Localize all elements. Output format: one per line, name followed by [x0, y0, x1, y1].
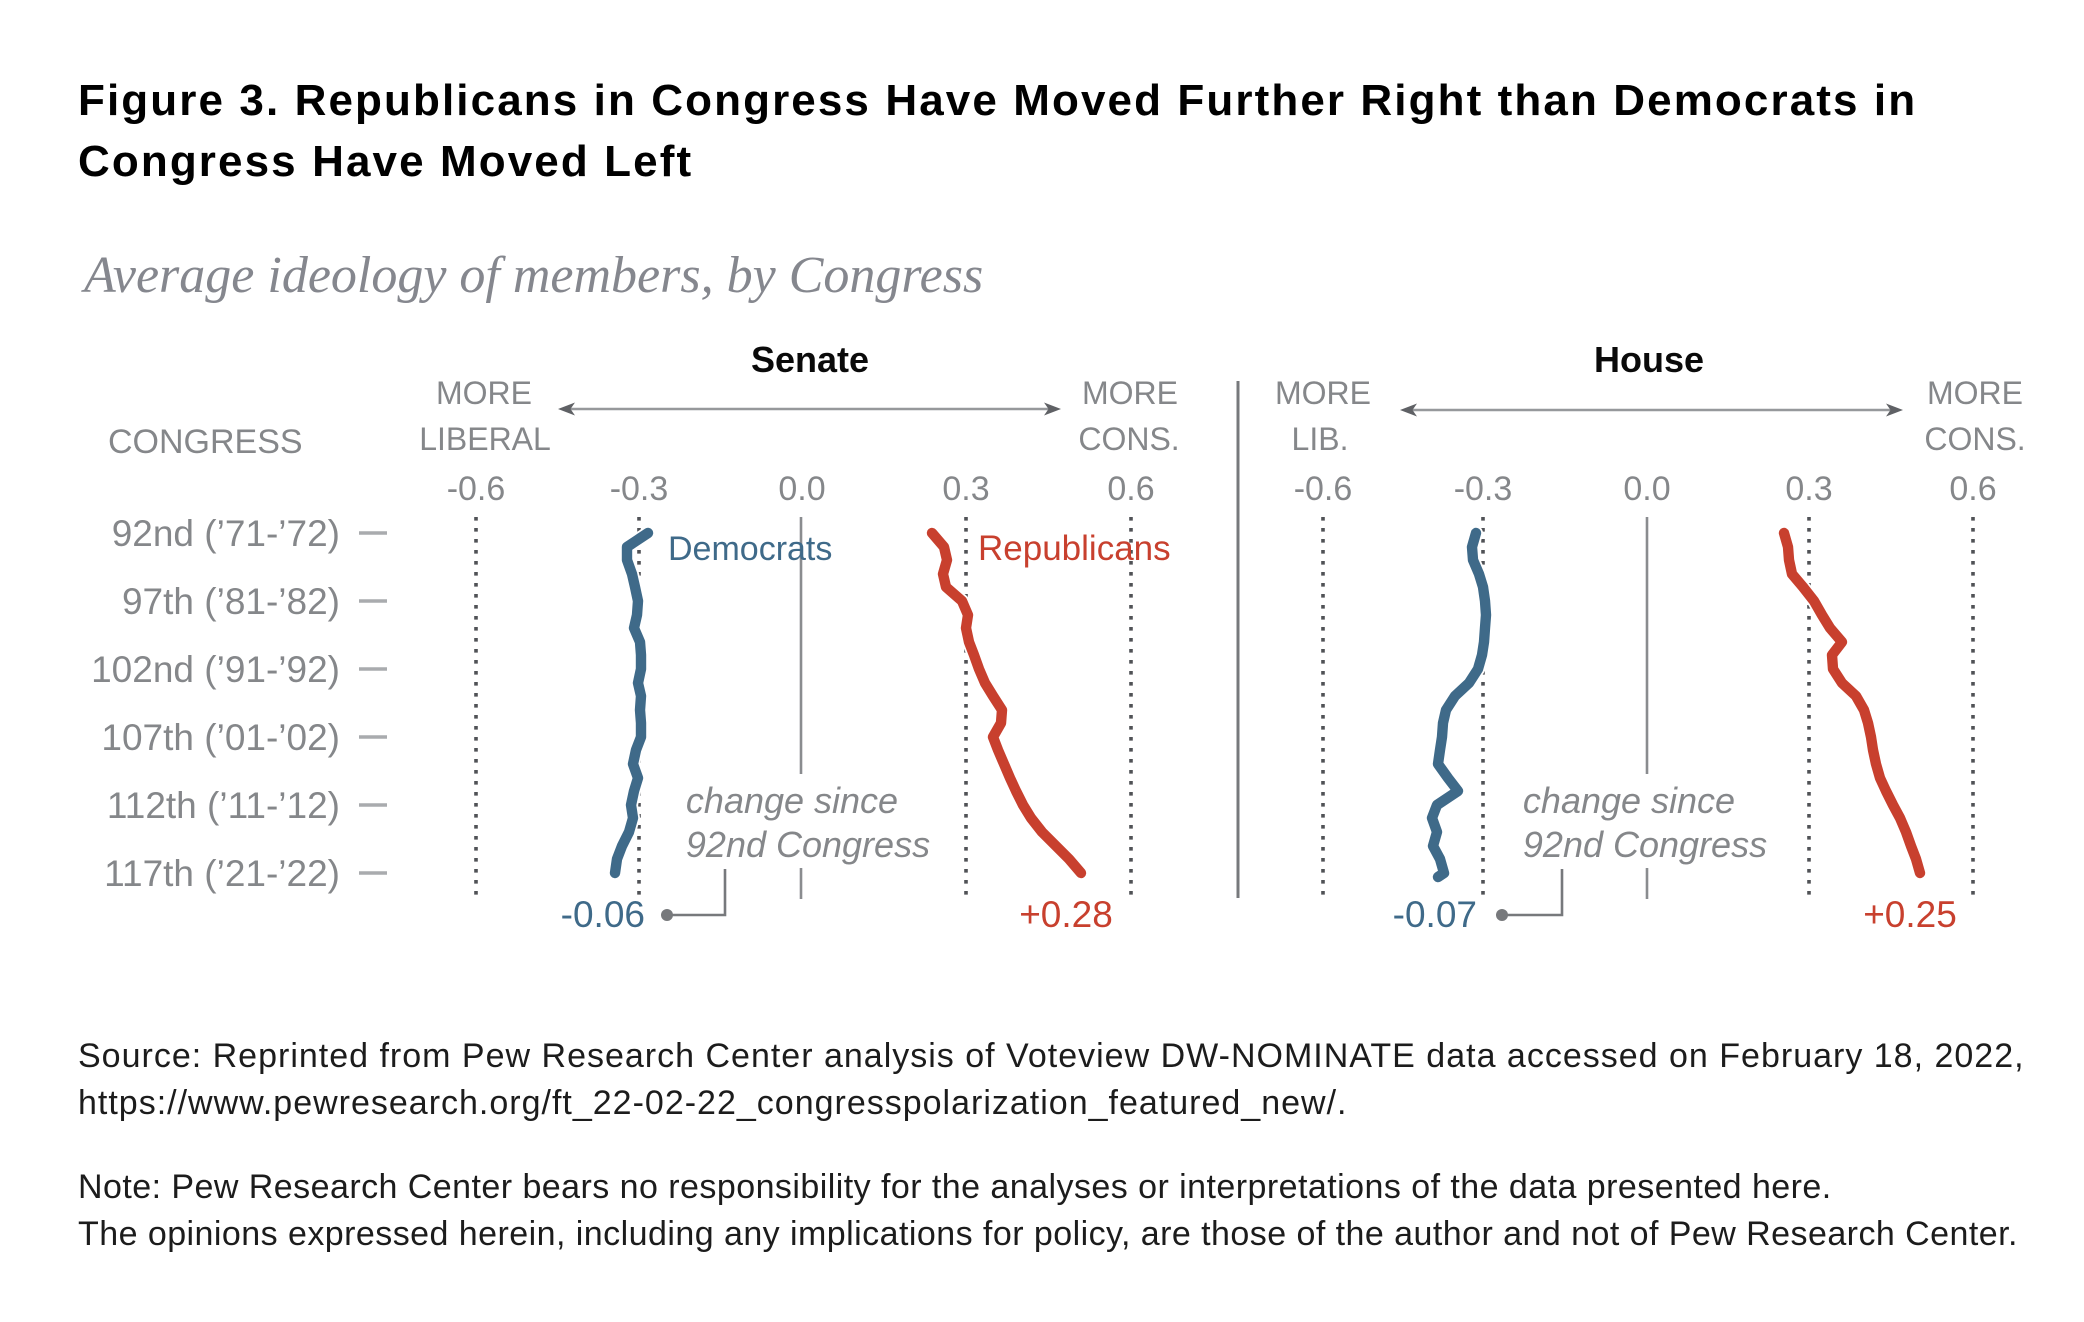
svg-text:92nd Congress: 92nd Congress: [1523, 824, 1767, 865]
svg-text:-0.6: -0.6: [1294, 470, 1353, 508]
svg-text:change since: change since: [686, 780, 898, 821]
svg-text:+0.28: +0.28: [1019, 894, 1113, 935]
svg-text:0.0: 0.0: [778, 470, 825, 508]
svg-text:-0.07: -0.07: [1393, 894, 1477, 935]
svg-text:-0.3: -0.3: [1454, 470, 1513, 508]
svg-text:-0.6: -0.6: [447, 470, 506, 508]
svg-text:102nd (’91-’92): 102nd (’91-’92): [91, 649, 340, 690]
svg-text:92nd (’71-’72): 92nd (’71-’72): [112, 513, 340, 554]
svg-text:change since: change since: [1523, 780, 1735, 821]
svg-text:117th (’21-’22): 117th (’21-’22): [104, 853, 340, 894]
svg-text:0.3: 0.3: [942, 470, 989, 508]
svg-text:MORE: MORE: [1082, 375, 1178, 411]
svg-text:LIB.: LIB.: [1292, 421, 1349, 457]
svg-text:MORE: MORE: [1927, 375, 2023, 411]
svg-text:-0.3: -0.3: [610, 470, 669, 508]
svg-text:House: House: [1594, 339, 1704, 380]
svg-text:MORE: MORE: [436, 375, 532, 411]
svg-text:107th (’01-’02): 107th (’01-’02): [101, 717, 340, 758]
svg-text:0.6: 0.6: [1949, 470, 1996, 508]
svg-text:+0.25: +0.25: [1863, 894, 1957, 935]
svg-text:0.6: 0.6: [1107, 470, 1154, 508]
svg-text:CONS.: CONS.: [1924, 421, 2025, 457]
svg-text:0.3: 0.3: [1785, 470, 1832, 508]
svg-text:112th (’11-’12): 112th (’11-’12): [107, 785, 340, 826]
svg-text:CONS.: CONS.: [1078, 421, 1179, 457]
svg-text:0.0: 0.0: [1623, 470, 1670, 508]
svg-text:LIBERAL: LIBERAL: [419, 421, 551, 457]
svg-text:Democrats: Democrats: [668, 530, 832, 568]
svg-text:Republicans: Republicans: [978, 529, 1171, 568]
svg-text:-0.06: -0.06: [561, 894, 645, 935]
svg-text:92nd Congress: 92nd Congress: [686, 824, 930, 865]
svg-text:CONGRESS: CONGRESS: [108, 423, 303, 461]
svg-text:MORE: MORE: [1275, 375, 1371, 411]
svg-text:Senate: Senate: [751, 339, 869, 380]
svg-text:97th (’81-’82): 97th (’81-’82): [122, 581, 340, 622]
